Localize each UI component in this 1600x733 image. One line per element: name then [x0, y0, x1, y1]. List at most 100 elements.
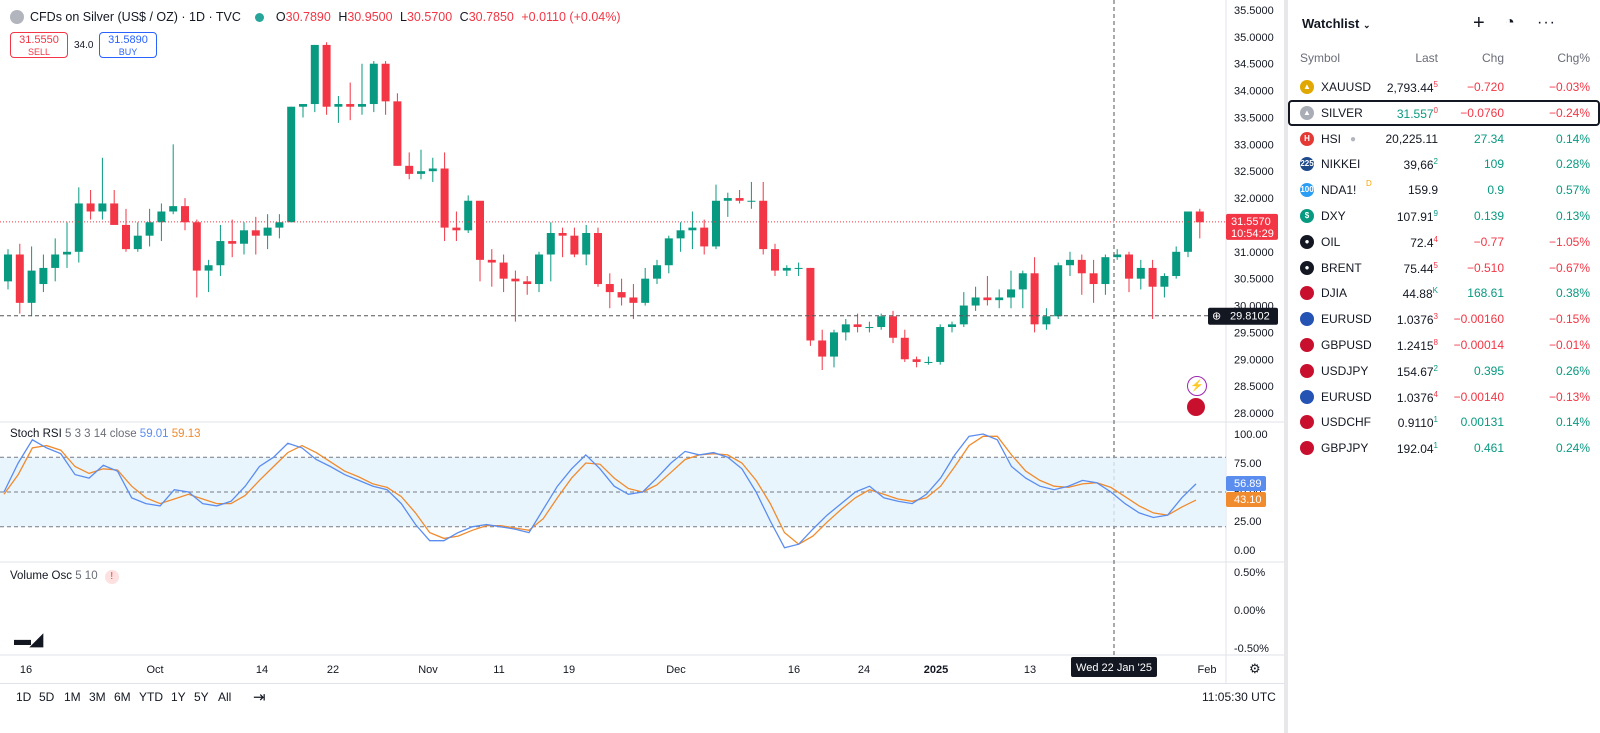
price-tick-label: 30.5000 [1234, 274, 1274, 286]
candle-body [629, 297, 638, 303]
timeframe-5y[interactable]: 5Y [194, 690, 209, 704]
price-tick-label: 34.5000 [1234, 59, 1274, 71]
clock[interactable]: 11:05:30 UTC [1202, 690, 1276, 704]
eu-flag-icon [1300, 389, 1314, 404]
tradingview-logo-icon[interactable]: ▬◢ [14, 630, 43, 649]
candle-body [735, 198, 744, 201]
watchlist-change: −0.720 [1466, 80, 1504, 94]
watchlist-title[interactable]: Watchlist ⌄ [1302, 16, 1370, 31]
timeframe-1y[interactable]: 1Y [171, 690, 186, 704]
watchlist-row-brent[interactable]: ● BRENT 75.445 −0.510 −0.67% [1288, 255, 1600, 281]
col-chgp[interactable]: Chg% [1557, 51, 1590, 65]
candle-body [110, 203, 119, 225]
candle-body [417, 171, 425, 174]
chart-canvas[interactable]: 35.5000 35.0000 34.5000 34.0000 33.5000 33.00… [0, 0, 1284, 733]
watchlist-change: 27.34 [1473, 131, 1504, 146]
watchlist-row-djia[interactable]: DJIA 44.88K 168.61 0.38% [1288, 280, 1600, 306]
chart-title[interactable]: CFDs on Silver (US$ / OZ) · 1D · TVC [30, 10, 241, 24]
watchlist-symbol: DJIA [1321, 286, 1348, 301]
sell-price: 31.5550 [19, 34, 59, 46]
timeframe-ytd[interactable]: YTD [139, 690, 163, 704]
stoch-k-value: 59.01 [139, 428, 169, 440]
watchlist-row-nda1[interactable]: 100 NDA1! D 159.9 0.9 0.57% [1288, 177, 1600, 203]
stoch-tick-label: 75.00 [1234, 458, 1262, 470]
watchlist-row-oil[interactable]: ● OIL 72.44 −0.77 −1.05% [1288, 229, 1600, 255]
watchlist-row-usdchf[interactable]: USDCHF 0.91101 0.00131 0.14% [1288, 409, 1600, 435]
watchlist-change: −0.0760 [1460, 105, 1504, 120]
watchlist-view-icon[interactable]: ◔ [1505, 14, 1515, 31]
open-value: 30.7890 [285, 10, 331, 24]
timeframe-all[interactable]: All [218, 690, 232, 704]
lightning-icon[interactable]: ⚡ [1187, 376, 1207, 396]
candle-body [157, 211, 166, 223]
watchlist-last: 39,662 [1403, 157, 1438, 173]
stoch-k-badge-label: 56.89 [1234, 478, 1262, 490]
candle-body [794, 267, 803, 269]
watchlist-row-dxy[interactable]: $ DXY 107.919 0.139 0.13% [1288, 203, 1600, 229]
candle-body [381, 63, 390, 102]
buy-button[interactable]: 31.5890 BUY [99, 32, 157, 58]
timeframe-3m[interactable]: 3M [89, 690, 106, 704]
timeframe-5d[interactable]: 5D [39, 690, 55, 704]
candle-body [358, 104, 366, 107]
us-flag-event-icon[interactable] [1187, 398, 1205, 416]
candle-body [747, 200, 756, 202]
col-last[interactable]: Last [1415, 51, 1438, 65]
time-tick-label: Oct [146, 664, 163, 676]
more-options-icon[interactable]: ··· [1537, 14, 1556, 31]
watchlist-row-gbpjpy[interactable]: GBPJPY 192.041 0.461 0.24% [1288, 435, 1600, 461]
ohlc-values: O30.7890 H30.9500 L30.5700 C30.7850 +0.0… [276, 10, 625, 24]
warning-icon[interactable]: ! [104, 570, 119, 584]
watchlist-symbol: NDA1! [1321, 183, 1357, 198]
last-fraction: 8 [1433, 338, 1438, 347]
time-tick-label: 16 [20, 664, 32, 676]
time-tick-label: Nov [418, 664, 438, 676]
candle-body [263, 227, 272, 236]
candle-body [228, 241, 237, 244]
candle-body [594, 232, 602, 285]
high-value: 30.9500 [347, 10, 393, 24]
candle-body [299, 104, 307, 107]
timeframe-6m[interactable]: 6M [114, 690, 131, 704]
us-flag-icon [1300, 415, 1314, 430]
volume-osc-legend[interactable]: Volume Osc 5 10 ! [10, 570, 119, 584]
watchlist-row-gbpusd[interactable]: GBPUSD 1.24158 −0.00014 −0.01% [1288, 332, 1600, 358]
watchlist-row-eurusd[interactable]: EURUSD 1.03764 −0.00140 −0.13% [1288, 384, 1600, 410]
candle-body [27, 270, 36, 303]
candle-body [995, 297, 1004, 301]
stoch-rsi-legend[interactable]: Stoch RSI 5 3 3 14 close 59.01 59.13 [10, 428, 201, 440]
watchlist-symbol: USDCHF [1321, 415, 1371, 430]
stoch-tick-label: 0.00 [1234, 545, 1255, 557]
candle-body [204, 265, 213, 271]
last-fraction: 5 [1433, 260, 1438, 270]
add-symbol-icon[interactable]: + [1473, 12, 1485, 34]
candle-body [1113, 254, 1122, 258]
candle-body [487, 259, 496, 263]
stoch-d-badge [1226, 492, 1266, 507]
candle-body [700, 227, 709, 247]
time-tick-label: 22 [327, 664, 339, 676]
timeframe-1d[interactable]: 1D [16, 690, 32, 704]
watchlist-row-silver[interactable]: ▲ SILVER 31.5570 −0.0760 −0.24% [1288, 99, 1600, 126]
watchlist-symbol: GBPUSD [1321, 338, 1372, 352]
watchlist-row-eurusd[interactable]: EURUSD 1.03763 −0.00160 −0.15% [1288, 306, 1600, 332]
candle-body [1018, 273, 1027, 290]
settings-gear-icon[interactable]: ⚙ [1249, 661, 1261, 676]
col-chg[interactable]: Chg [1481, 51, 1504, 65]
last-fraction: 4 [1433, 234, 1438, 244]
watchlist-row-xauusd[interactable]: ▲ XAUUSD 2,793.445 −0.720 −0.03% [1288, 74, 1600, 100]
watchlist-row-nikkei[interactable]: 225 NIKKEI 39,662 109 0.28% [1288, 151, 1600, 177]
watchlist-last: 1.03763 [1396, 312, 1438, 328]
timeframe-1m[interactable]: 1M [64, 690, 81, 704]
candle-body [1172, 251, 1181, 276]
watchlist-row-usdjpy[interactable]: USDJPY 154.672 0.395 0.26% [1288, 358, 1600, 384]
time-tick-label: 13 [1024, 664, 1036, 676]
watchlist-symbol: EURUSD [1321, 389, 1372, 404]
watchlist-row-hsi[interactable]: H HSI ● 20,225.11 27.34 0.14% [1288, 126, 1600, 152]
candle-body [983, 297, 992, 301]
col-symbol[interactable]: Symbol [1300, 51, 1341, 65]
sell-button[interactable]: 31.5550 SELL [10, 32, 68, 58]
chart-panel[interactable]: 35.5000 35.0000 34.5000 34.0000 33.5000 33.00… [0, 0, 1284, 733]
date-range-icon[interactable]: ⇥ [253, 689, 266, 706]
candle-body [1030, 273, 1039, 325]
